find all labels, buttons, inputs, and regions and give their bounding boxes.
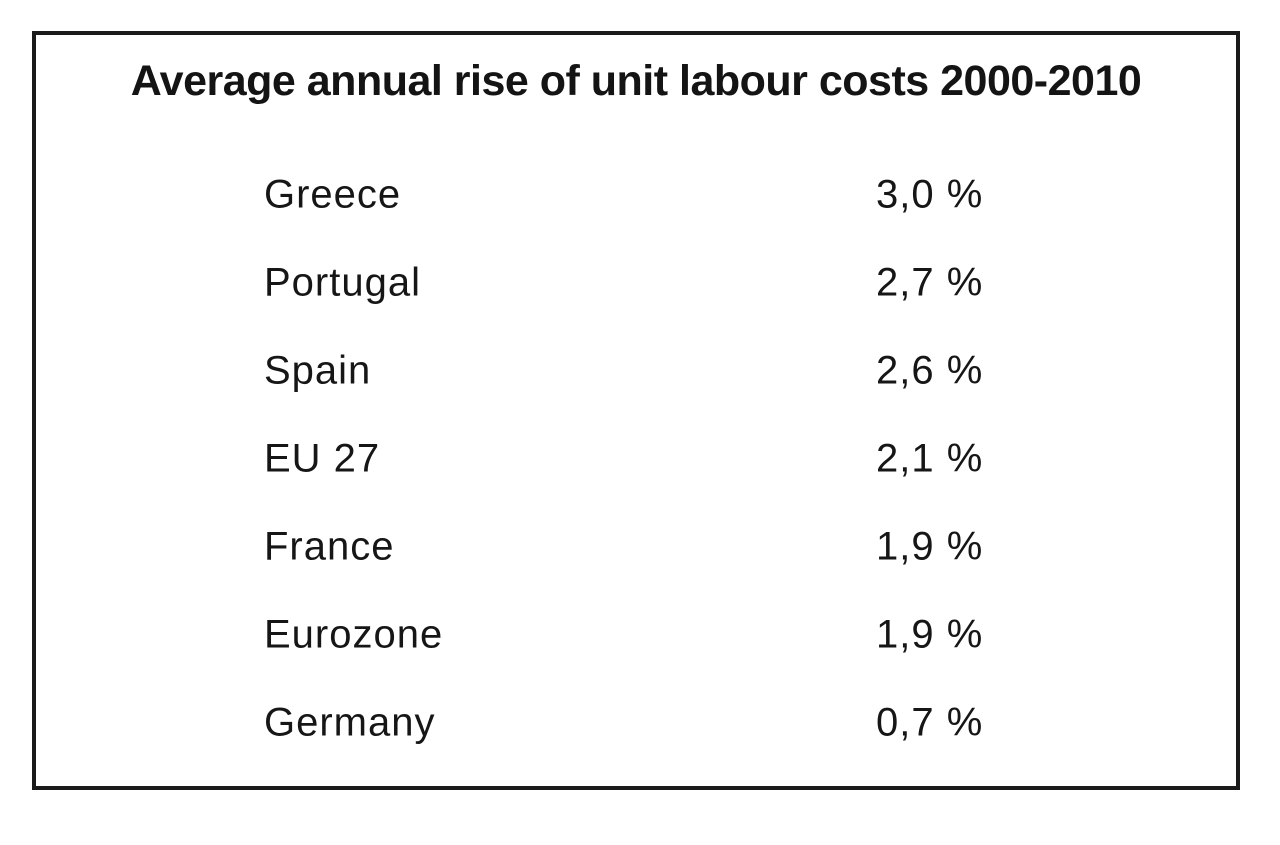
table-row: Portugal 2,7 % [36, 239, 1236, 327]
percent-value: 2,1 % [876, 436, 984, 481]
table-row: France 1,9 % [36, 503, 1236, 591]
country-label: Portugal [264, 260, 421, 305]
country-label: France [264, 524, 395, 569]
country-label: Eurozone [264, 612, 444, 657]
percent-value: 1,9 % [876, 524, 984, 569]
percent-value: 0,7 % [876, 700, 984, 745]
country-label: Spain [264, 348, 372, 393]
country-label: EU 27 [264, 436, 381, 481]
panel-title: Average annual rise of unit labour costs… [130, 57, 1142, 105]
table-row: Spain 2,6 % [36, 327, 1236, 415]
country-value-list: Greece 3,0 % Portugal 2,7 % Spain 2,6 % … [36, 151, 1236, 767]
percent-value: 2,7 % [876, 260, 984, 305]
percent-value: 1,9 % [876, 612, 984, 657]
country-label: Germany [264, 700, 436, 745]
table-row: EU 27 2,1 % [36, 415, 1236, 503]
table-row: Eurozone 1,9 % [36, 591, 1236, 679]
table-row: Greece 3,0 % [36, 151, 1236, 239]
country-label: Greece [264, 172, 402, 217]
percent-value: 2,6 % [876, 348, 984, 393]
percent-value: 3,0 % [876, 172, 984, 217]
labour-costs-panel: Average annual rise of unit labour costs… [32, 31, 1240, 790]
table-row: Germany 0,7 % [36, 679, 1236, 767]
